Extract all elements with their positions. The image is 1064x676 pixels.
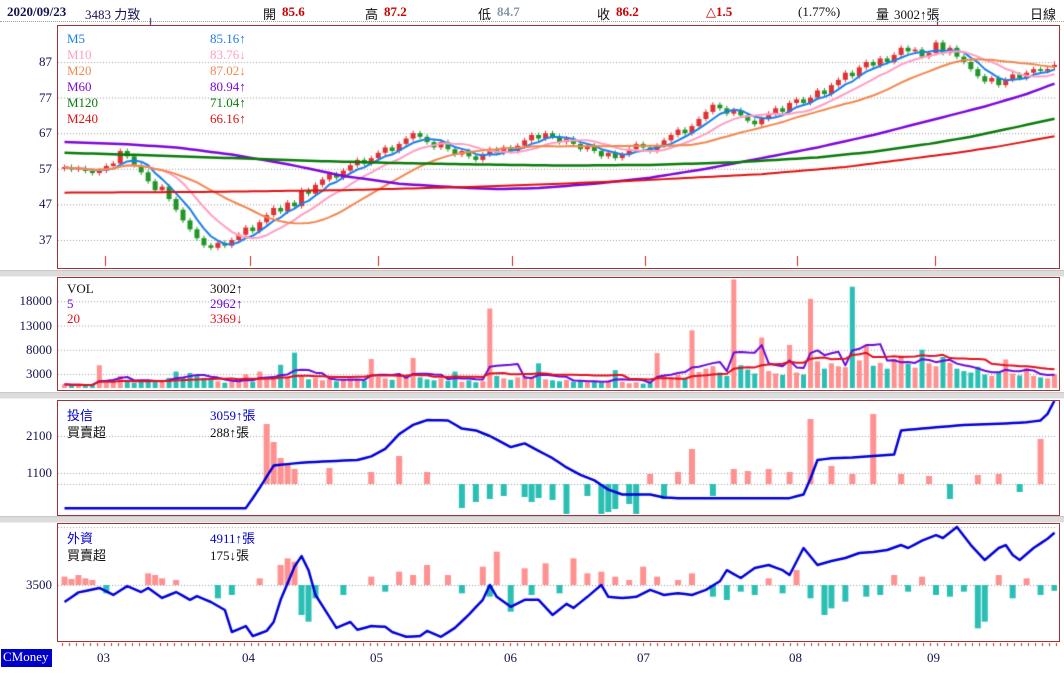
ma-label: M120	[67, 95, 99, 110]
trust-total: 3059↑張	[210, 408, 256, 423]
trust-subtitle: 買賣超	[67, 425, 107, 440]
ma-label: M240	[67, 111, 99, 126]
vol-ma20-value: 3369↓	[210, 311, 243, 326]
foreign-panel[interactable]	[57, 523, 1060, 642]
quote-date: 2020/09/23	[7, 4, 67, 19]
high-value: 87.2	[384, 4, 407, 19]
foreign-subtitle: 買賣超	[67, 548, 107, 563]
ma-legend-row: M120 71.04↑	[67, 95, 246, 111]
ma-value: 87.02↓	[210, 63, 246, 78]
change-value: △1.5	[706, 4, 733, 19]
vol-value: 3002↑	[210, 281, 243, 296]
month-label: 03	[97, 650, 110, 665]
month-label: 09	[927, 650, 940, 665]
ma-legend-row: M10 83.76↓	[67, 47, 246, 63]
open-label: 開	[263, 7, 277, 22]
volume-axis-tick: 3000	[26, 366, 52, 381]
foreign-title: 外資	[67, 531, 94, 546]
trust-axis-tick: 2100	[26, 428, 52, 443]
vol-ma5-value: 2962↑	[210, 296, 243, 311]
ma-legend-row: M240 66.16↑	[67, 111, 246, 127]
price-axis-tick: 37	[39, 232, 52, 247]
month-label: 06	[504, 650, 517, 665]
trust-axis-tick: 1100	[26, 465, 52, 480]
change-pct: (1.77%)	[798, 4, 841, 19]
ma-label: M5	[67, 31, 86, 46]
ma-label: M20	[67, 63, 92, 78]
open-value: 85.6	[282, 4, 305, 19]
panel-separator-3	[0, 516, 1064, 523]
month-label: 08	[789, 650, 802, 665]
ma-value: 85.16↑	[210, 31, 246, 46]
ma-label: M60	[67, 79, 92, 94]
ma-value: 71.04↑	[210, 95, 246, 110]
ma-value: 80.94↑	[210, 79, 246, 94]
ma-value: 66.16↑	[210, 111, 246, 126]
cmoney-watermark[interactable]: CMoney	[1, 649, 52, 667]
volume-label: 量	[876, 7, 890, 22]
foreign-total: 4911↑張	[210, 531, 256, 546]
ma-legend-row: M5 85.16↑	[67, 31, 246, 47]
price-axis-tick: 67	[39, 125, 52, 141]
volume-value: 3002↑張	[894, 7, 940, 22]
price-axis-tick: 77	[39, 89, 52, 105]
panel-separator-1	[0, 270, 1064, 277]
trust-panel[interactable]	[57, 400, 1060, 516]
price-axis-tick: 87	[39, 54, 52, 69]
panel-separator-2	[0, 392, 1064, 399]
stock-id-name: 3483 力致	[85, 7, 141, 22]
volume-axis-tick: 13000	[19, 317, 53, 333]
volume-panel[interactable]	[57, 277, 1060, 391]
low-label: 低	[478, 7, 492, 22]
month-label: 05	[370, 650, 383, 665]
price-axis-tick: 47	[39, 196, 52, 212]
month-label: 07	[637, 650, 650, 665]
foreign-today: 175↓張	[210, 548, 250, 563]
close-value: 86.2	[616, 4, 639, 19]
month-label: 04	[242, 650, 255, 665]
price-axis-tick: 57	[39, 160, 52, 176]
volume-axis-tick: 18000	[19, 293, 53, 309]
trust-title: 投信	[67, 408, 94, 423]
vol-ma5-label: 5	[67, 296, 74, 311]
low-value: 84.7	[497, 4, 520, 19]
high-label: 高	[365, 7, 379, 22]
close-label: 收	[597, 7, 611, 22]
price-panel[interactable]	[57, 25, 1060, 269]
ma-value: 83.76↓	[210, 47, 246, 62]
vol-ma20-label: 20	[67, 311, 80, 326]
header-separator	[0, 21, 1064, 22]
trust-today: 288↑張	[210, 425, 250, 440]
ma-legend-row: M60 80.94↑	[67, 79, 246, 95]
vol-label: VOL	[67, 281, 94, 296]
ma-legend-row: M20 87.02↓	[67, 63, 246, 79]
ma-label: M10	[67, 47, 92, 62]
volume-axis-tick: 8000	[26, 341, 52, 357]
foreign-axis-tick: 3500	[26, 577, 52, 592]
period-selector[interactable]: 日線	[1030, 7, 1057, 22]
